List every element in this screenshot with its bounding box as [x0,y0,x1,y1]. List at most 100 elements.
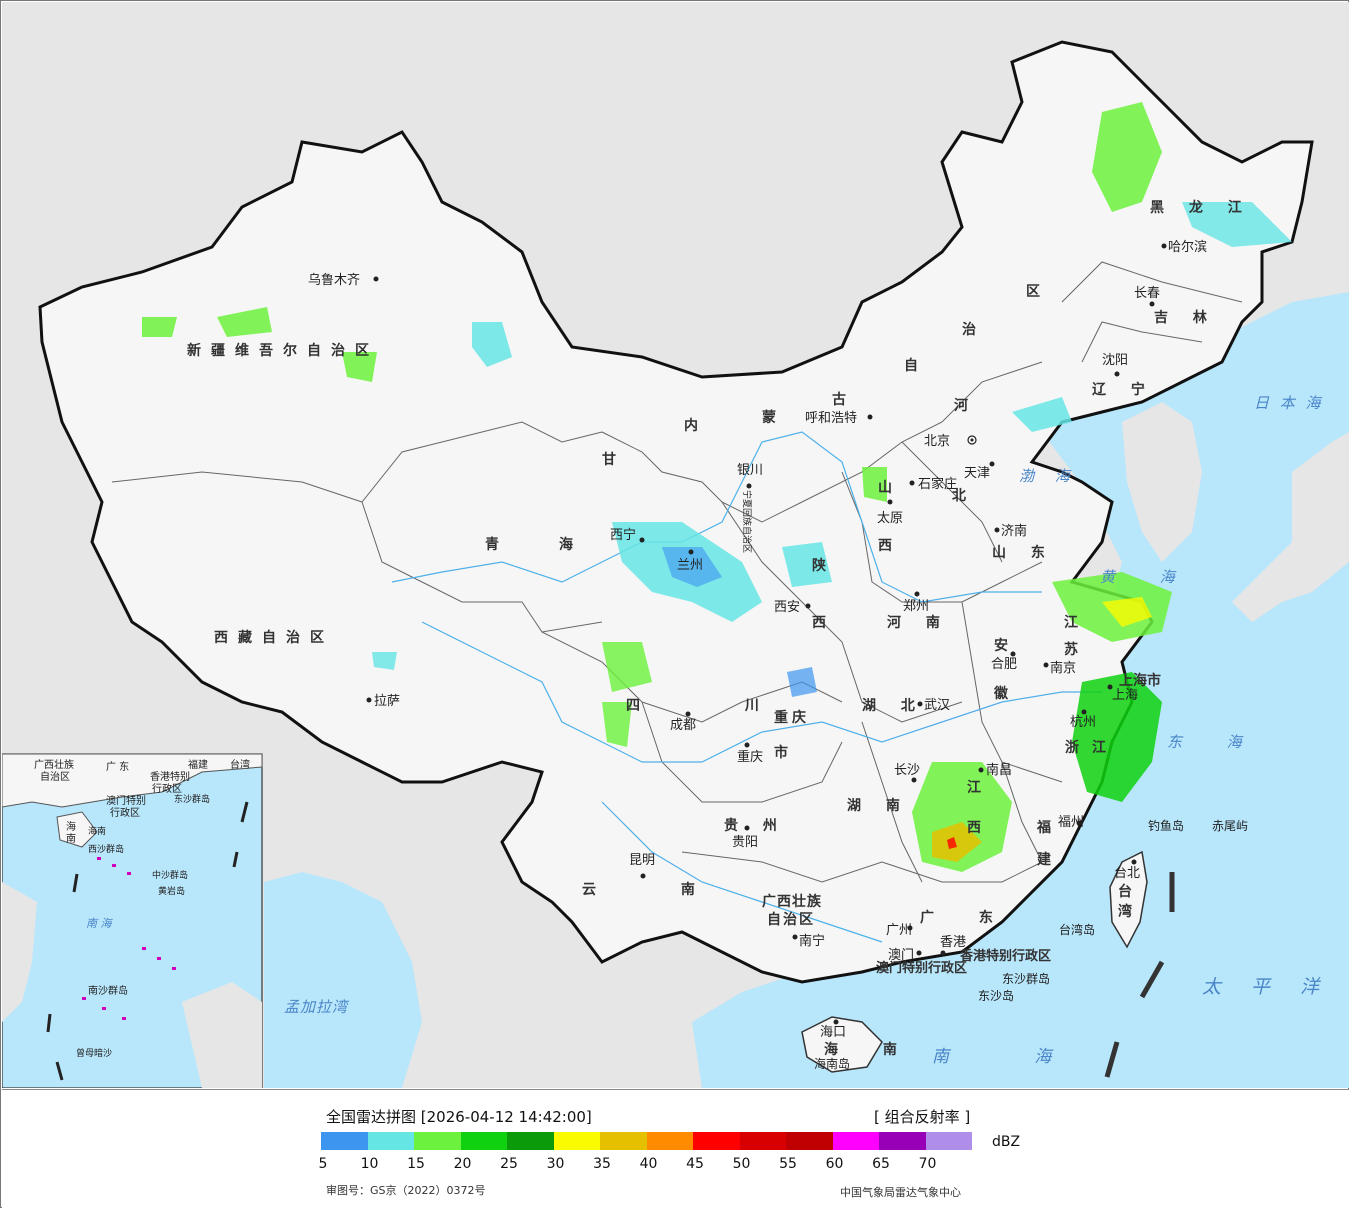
city-xining: 西宁 [610,527,636,543]
inset-zizhiqu: 自治区 [40,770,70,783]
radar-map: 新疆维吾尔自治区 西藏自治区 青海 甘 内 蒙 古 自 治 区 黑 龙 江 吉 … [2,2,1349,1088]
city-hongkong: 香港 [940,935,966,950]
inset-macau-2: 行政区 [110,806,140,819]
legend-approval: 审图号：GS京（2022）0372号 [326,1184,486,1197]
sea-bohai-label: 渤 海 [1019,467,1078,485]
label-shaan: 陕 [812,557,836,574]
legend-swatch [553,1132,600,1150]
legend-tick-label: 50 [732,1156,751,1172]
legend-swatch [925,1132,972,1150]
city-guangzhou: 广州 [886,923,912,938]
sea-japan-label: 日 本 海 [1254,394,1324,412]
label-wan: 湾 [1118,903,1142,920]
label-macau-sar: 澳门特别行政区 [876,960,967,976]
label-shan: 山 [878,480,902,496]
city-harbin: 哈尔滨 [1168,239,1207,255]
legend-swatch [646,1132,693,1150]
label-gu: 古 [832,391,856,408]
city-hangzhou: 杭州 [1070,715,1096,730]
sea-yellow-label: 黄 海 [1100,568,1195,586]
maritime-boundary-dashes [1104,872,1175,1078]
city-kunming: 昆明 [629,853,655,868]
label-xi-jx: 西 [967,820,991,836]
label-xinjiang: 新疆维吾尔自治区 [187,342,379,359]
label-bei: 北 [952,488,976,504]
inset-huangyan: 黄岩岛 [158,885,185,897]
city-haikou: 海口 [820,1025,846,1040]
label-xi-shaanxi: 西 [812,615,836,631]
inset-dongsha: 东沙群岛 [174,793,210,805]
label-jian: 建 [1037,851,1061,868]
city-hohhot: 呼和浩特 [805,411,857,426]
label-hunan: 湖 南 [847,797,910,814]
korea-land [1122,402,1202,562]
legend-product: [ 组合反射率 ] [874,1108,971,1126]
city-guiyang: 贵阳 [732,835,758,850]
label-sichuan: 四 川 [626,698,809,714]
city-macau: 澳门 [888,947,914,963]
city-changchun: 长春 [1134,286,1160,301]
city-beijing: 北京 [924,434,950,449]
label-heilongjiang: 黑 龙 江 [1150,199,1252,216]
legend-color-bar [321,1132,972,1150]
inset-taiwan: 台湾 [230,758,250,771]
label-chong: 重 [774,709,798,726]
city-changsha: 长沙 [894,763,920,778]
legend-swatch [879,1132,926,1150]
legend-tick-label: 70 [918,1156,937,1172]
city-zhengzhou: 郑州 [903,599,929,614]
city-xian: 西安 [774,600,800,615]
label-ningxia: 宁夏回族自治区 [741,490,753,553]
city-nanjing: 南京 [1050,660,1076,676]
label-zizhiqu: 自治区 [767,911,815,928]
city-shijiazhuang: 石家庄 [918,476,957,492]
label-hubei: 湖 北 [862,698,925,714]
label-guizhou: 贵 州 [724,817,787,834]
label-fu: 福 [1036,819,1061,836]
label-liaoning: 辽 宁 [1092,381,1155,398]
legend-swatch [600,1132,647,1150]
inset-hai: 海 [66,820,76,833]
legend-swatch [507,1132,554,1150]
label-shanghai: 上海市 [1119,672,1161,689]
legend-swatch [693,1132,740,1150]
label-qing: 庆 [792,709,816,726]
legend-tick-label: 55 [779,1156,797,1172]
city-urumqi: 乌鲁木齐 [308,272,360,288]
label-su: 苏 [1064,641,1088,658]
label-shandong: 山 东 [992,544,1055,561]
legend-swatch [832,1132,879,1150]
sea-east-label: 东 海 [1167,733,1262,751]
legend-tick-label: 15 [407,1156,425,1172]
city-hefei: 合肥 [991,657,1017,672]
island-hainan: 海南岛 [814,1056,850,1071]
label-zhe: 浙 [1065,739,1089,756]
city-shenyang: 沈阳 [1102,353,1128,368]
island-diaoyu: 钓鱼岛 [1148,818,1184,833]
rivers [391,431,1102,943]
inset-guangdong: 广 东 [106,760,129,773]
island-chiwei: 赤尾屿 [1212,819,1248,833]
label-an: 安 [994,637,1018,654]
inset-guangxi: 广西壮族 [34,758,74,771]
label-meng: 蒙 [762,409,786,426]
inset-nansha: 南沙群岛 [88,984,128,997]
legend-tick-label: 25 [500,1156,518,1172]
label-jilin: 吉 林 [1154,309,1217,326]
legend-tick-label: 30 [546,1156,565,1172]
label-nei: 内 [684,417,708,434]
inset-hk-2: 行政区 [152,782,182,795]
legend-panel: 全国雷达拼图 [2026-04-12 14:42:00] [ 组合反射率 ] d… [2,1089,1349,1209]
label-shi: 市 [774,744,798,761]
label-jiang-zhe: 江 [1092,739,1116,756]
legend-title: 全国雷达拼图 [2026-04-12 14:42:00] [326,1108,592,1126]
city-chengdu: 成都 [670,718,696,733]
label-jiang-su: 江 [1064,614,1088,631]
city-yinchuan: 银川 [737,463,763,478]
label-yunnan: 云 南 [582,881,735,898]
legend-swatch [739,1132,786,1150]
legend-tick-label: 20 [453,1156,472,1172]
legend-tick-label: 40 [639,1156,658,1172]
sea-bengal [264,872,422,1088]
